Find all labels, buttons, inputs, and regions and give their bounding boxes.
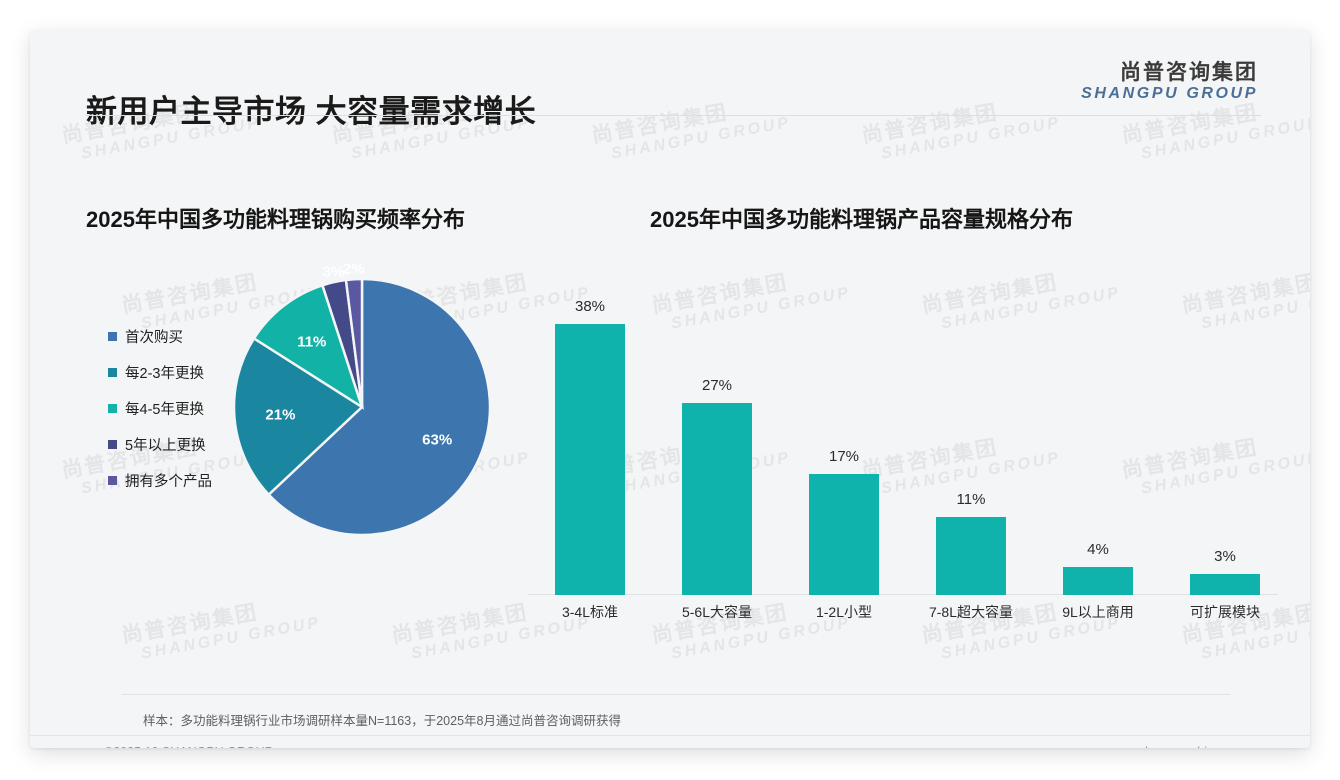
bar-column: 38% <box>528 250 652 595</box>
legend-label: 拥有多个产品 <box>125 473 212 490</box>
bar-value-label: 27% <box>701 376 733 394</box>
logo-english-text: SHANGPU GROUP <box>1081 85 1258 103</box>
legend-color-swatch <box>108 475 117 485</box>
legend-color-swatch <box>108 331 117 341</box>
pie-legend: 首次购买每2-3年更换 每4-5年更换 5年以上更换 拥有多个产品 <box>108 318 253 498</box>
footer-copyright: ©2025.10 SHANGPU GROUP <box>104 745 273 748</box>
pie-value-label: 21% <box>265 406 296 424</box>
footnote-text: 样本：多功能料理锅行业市场调研样本量N=1163，于2025年8月通过尚普咨询调… <box>143 714 621 728</box>
bar-category-label: 9L以上商用 <box>1062 604 1134 620</box>
pie-graphic: 63% 21% 11% 3% 2% <box>232 260 492 537</box>
footer-website[interactable]: www.shangpu-china.com <box>1109 745 1248 748</box>
bar-column: 17% <box>782 250 906 595</box>
pie-svg <box>232 277 492 537</box>
bar-rect[interactable] <box>1063 566 1133 595</box>
bar-column: 3% <box>1163 250 1287 595</box>
bar-rect[interactable] <box>555 324 625 595</box>
pie-legend-item[interactable]: 拥有多个产品 <box>108 462 253 498</box>
bar-value-label: 4% <box>1087 540 1109 558</box>
pie-chart-title: 2025年中国多功能料理锅购买频率分布 <box>86 207 465 232</box>
legend-color-swatch <box>108 367 117 377</box>
footnote-divider <box>122 694 1230 695</box>
bar-chart: 38% 27% 17% 11% 4% 3% 3-4L标准 5-6L大容量 1-2L小型 7-8L… <box>520 250 1280 665</box>
legend-label: 每4-5年更换 <box>125 401 204 418</box>
charts-region: 2025年中国多功能料理锅购买频率分布 2025年中国多功能料理锅产品容量规格分… <box>30 140 1310 670</box>
bar-category-label: 3-4L标准 <box>561 604 619 620</box>
bar-rect[interactable] <box>682 402 752 595</box>
pie-slice[interactable] <box>252 283 365 410</box>
bar-chart-title: 2025年中国多功能料理锅产品容量规格分布 <box>650 207 1073 232</box>
pie-value-label: 3% <box>322 263 345 281</box>
bar-category-label: 5-6L大容量 <box>681 604 753 620</box>
bar-column: 11% <box>909 250 1033 595</box>
legend-label: 5年以上更换 <box>125 437 206 454</box>
bar-value-label: 38% <box>574 298 606 316</box>
bar-value-label: 11% <box>956 490 986 508</box>
page-title: 新用户主导市场 大容量需求增长 <box>86 94 537 129</box>
bar-value-label: 3% <box>1214 547 1236 565</box>
bar-plot-area: 38% 27% 17% 11% 4% 3% <box>520 250 1280 595</box>
bar-category-label: 1-2L小型 <box>815 604 873 620</box>
pie-legend-item[interactable]: 每2-3年更换 <box>108 354 253 390</box>
pie-chart: 首次购买每2-3年更换 每4-5年更换 5年以上更换 拥有多个产品 63% 21% 11%… <box>70 255 520 655</box>
brand-logo: 尚普咨询集团 SHANGPU GROUP <box>1081 61 1258 103</box>
slide-card: 尚普咨询集团 SHANGPU GROUP 尚普咨询集团 SHANGPU GROUP 尚普… <box>30 30 1310 748</box>
bar-category-label: 7-8L超大容量 <box>928 604 1014 620</box>
bar-rect[interactable] <box>809 473 879 595</box>
pie-value-label: 2% <box>342 260 365 278</box>
bar-column: 4% <box>1036 250 1160 595</box>
pie-value-label: 63% <box>422 431 453 449</box>
pie-slice[interactable] <box>266 277 492 537</box>
bar-rect[interactable] <box>1190 573 1260 595</box>
logo-chinese-text: 尚普咨询集团 <box>1120 61 1258 84</box>
footer-divider <box>30 735 1310 736</box>
pie-legend-item[interactable]: 每4-5年更换 <box>108 390 253 426</box>
pie-legend-item[interactable]: 5年以上更换 <box>108 426 253 462</box>
bar-category-label: 可扩展模块 <box>1190 604 1260 620</box>
bar-axis-baseline <box>528 594 1278 595</box>
bar-column: 27% <box>655 250 779 595</box>
pie-slice[interactable] <box>344 277 364 408</box>
slide-header: 新用户主导市场 大容量需求增长 尚普咨询集团 SHANGPU GROUP <box>30 30 1310 129</box>
pie-value-label: 11% <box>297 333 327 351</box>
legend-label: 首次购买 <box>125 329 183 346</box>
legend-color-swatch <box>108 403 117 413</box>
legend-label: 每2-3年更换 <box>125 365 204 382</box>
bar-rect[interactable] <box>936 516 1006 595</box>
legend-color-swatch <box>108 439 117 449</box>
bar-value-label: 17% <box>828 447 860 465</box>
header-divider <box>86 115 1261 116</box>
pie-legend-item[interactable]: 首次购买 <box>108 318 253 354</box>
pie-slice[interactable] <box>232 336 365 497</box>
